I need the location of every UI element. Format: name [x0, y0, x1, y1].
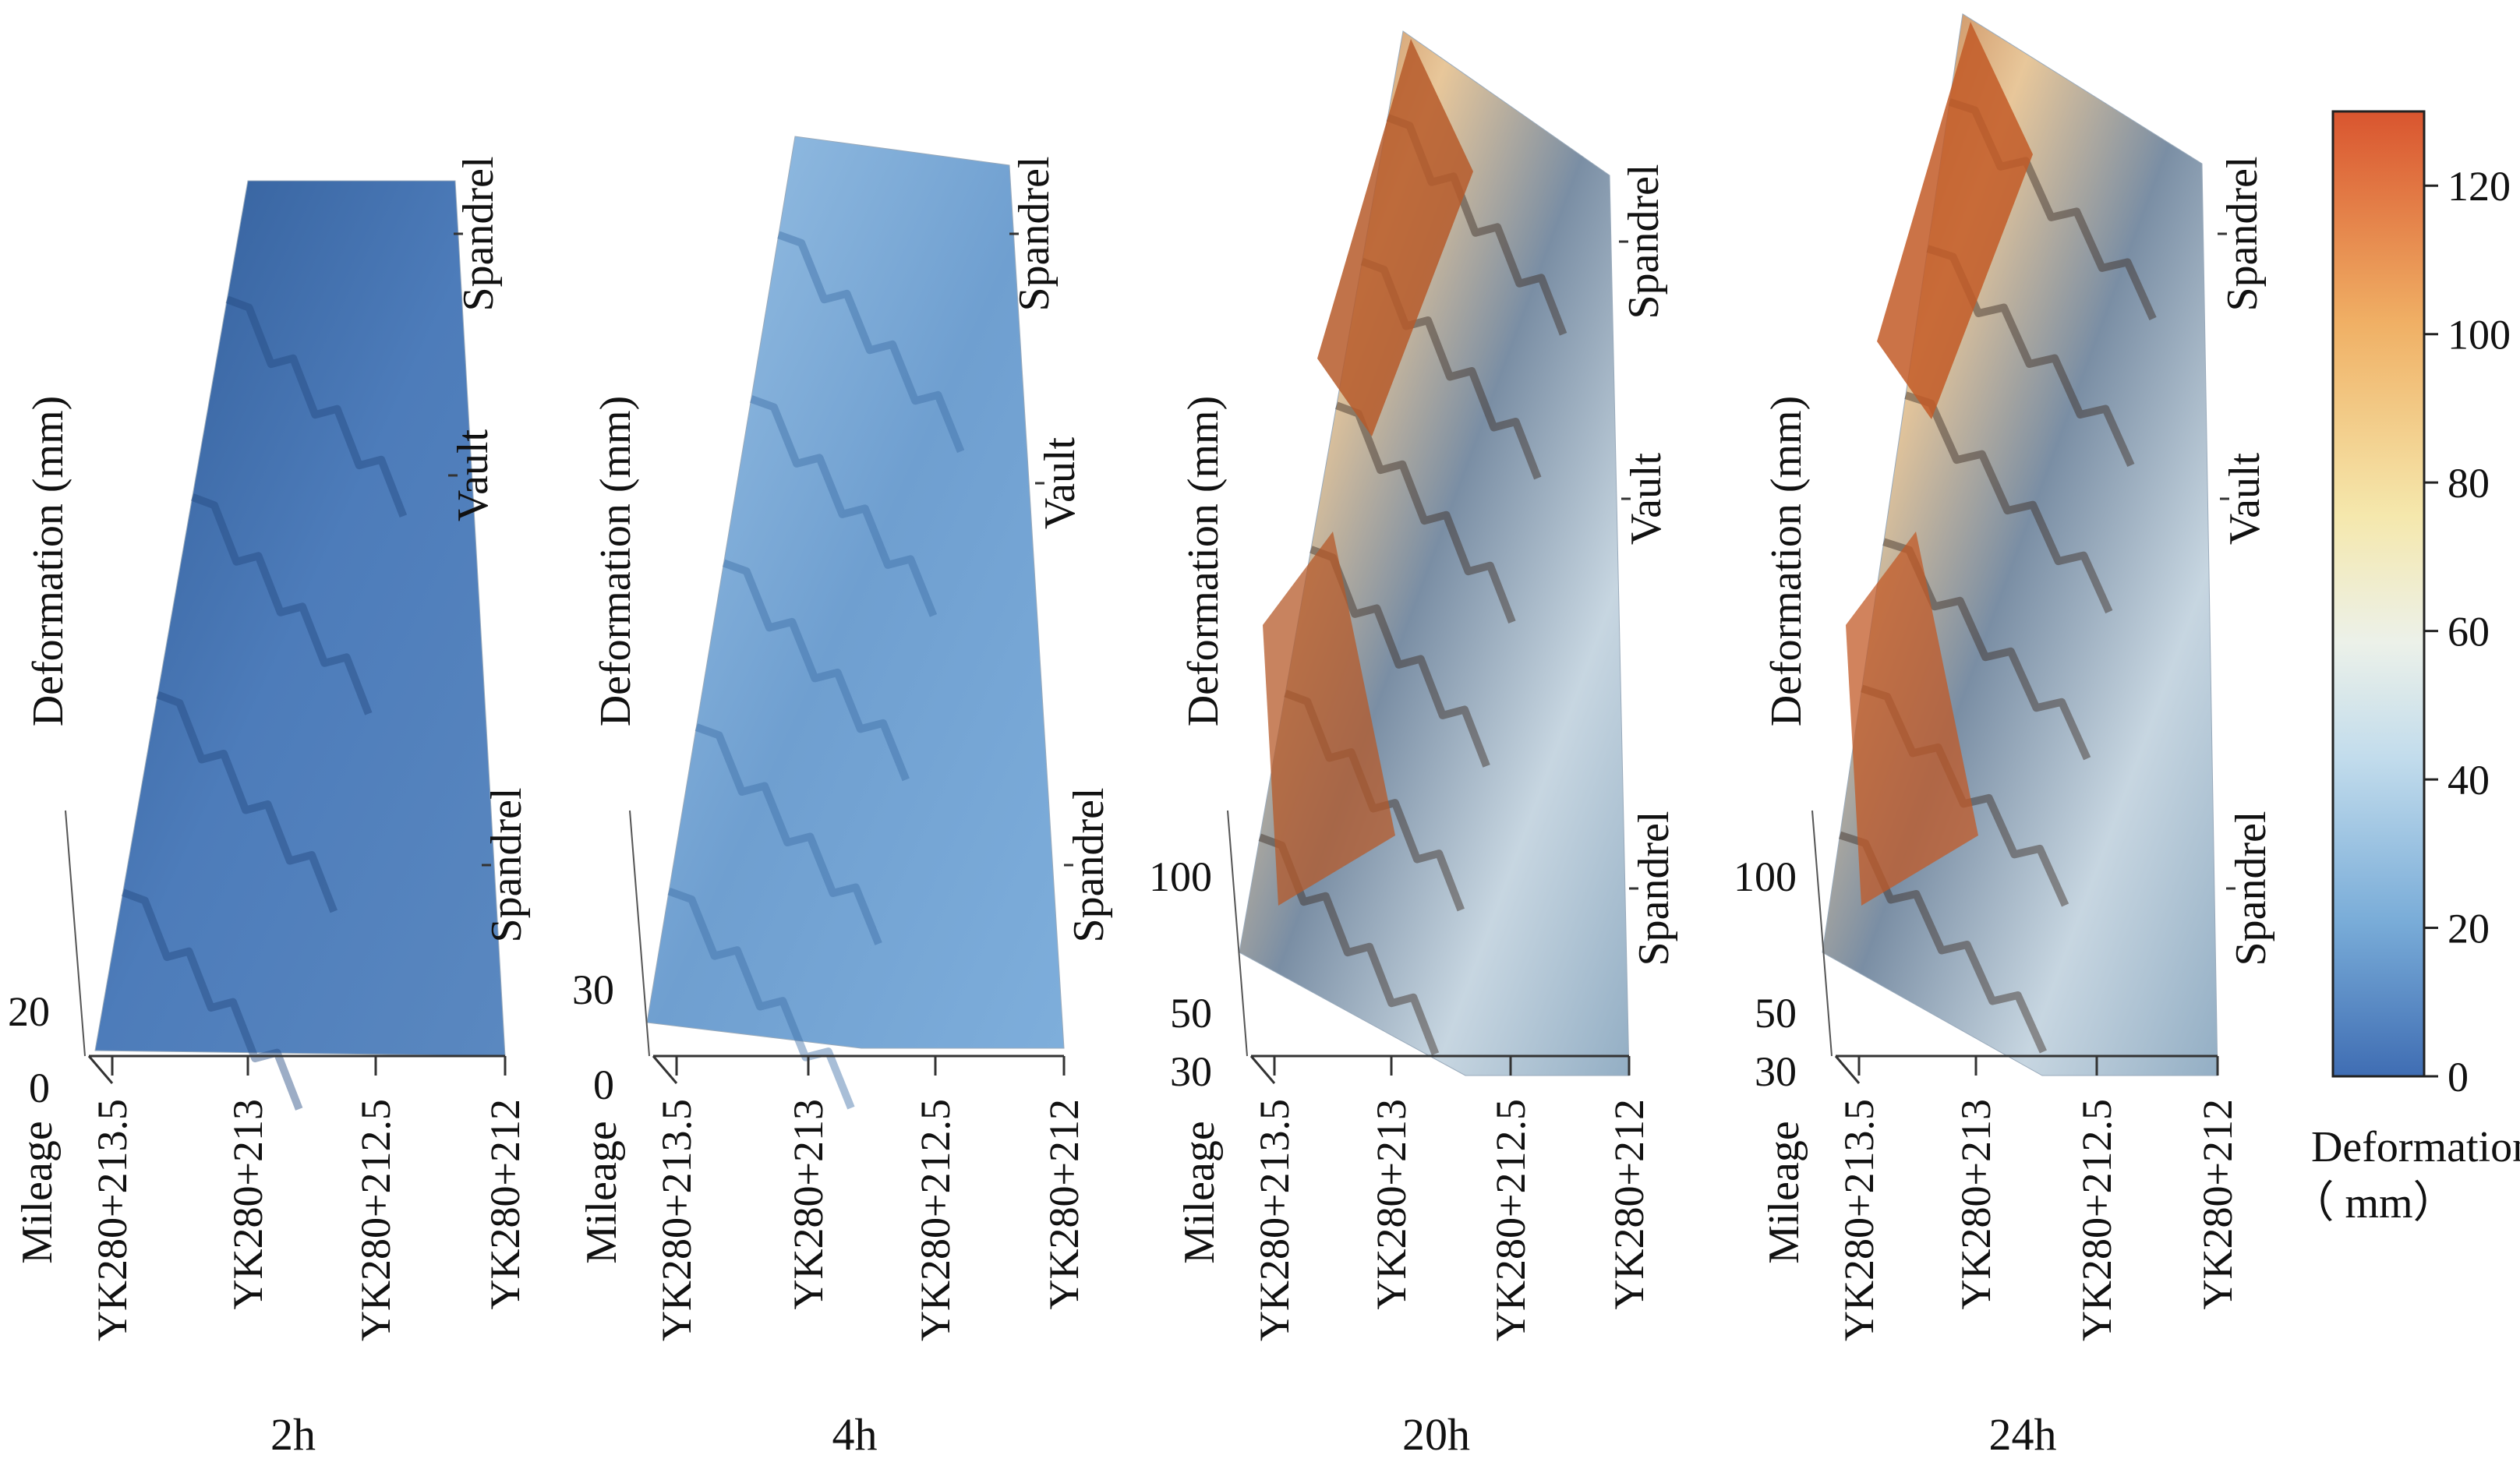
x-tick-label: YK280+212.5	[912, 1099, 959, 1341]
z-axis-line	[629, 810, 650, 1057]
section-label: Vault	[1036, 436, 1084, 529]
x-tick-label: YK280+213	[785, 1099, 832, 1309]
surface-ridge	[722, 559, 910, 782]
colorbar-tick-label: 60	[2448, 609, 2490, 655]
surface-ridge	[1334, 401, 1516, 624]
x-axis-line	[652, 1055, 678, 1084]
x-axis-label: Mileage	[1175, 1121, 1224, 1263]
x-tick-label: YK280+213	[1953, 1099, 1999, 1309]
z-tick-label: 30	[1170, 1048, 1212, 1095]
surface-ridge	[777, 231, 965, 454]
deformation-surface	[646, 136, 1065, 1049]
surface-ridge	[225, 295, 408, 518]
surface-peak	[1317, 39, 1473, 436]
section-label: Spandrel	[454, 156, 503, 311]
z-tick-label: 100	[1734, 853, 1797, 900]
x-tick-label: YK280+212	[1041, 1099, 1087, 1309]
z-tick-label: 100	[1149, 853, 1212, 900]
colorbar-tick-label: 120	[2448, 163, 2511, 210]
x-tick-label: YK280+213	[1368, 1099, 1415, 1309]
section-label: Spandrel	[2218, 156, 2267, 311]
x-axis-line	[1249, 1055, 1276, 1084]
panel-label: 24h	[1989, 1409, 2057, 1460]
surface-ridge	[695, 723, 882, 945]
z-tick-label: 30	[1755, 1048, 1797, 1095]
panel-label: 4h	[832, 1409, 878, 1460]
x-axis-line	[87, 1055, 114, 1084]
colorbar-gradient	[2331, 110, 2426, 1078]
x-tick-label: YK280+213.5	[1251, 1099, 1298, 1341]
x-axis-label: Mileage	[1760, 1121, 1808, 1263]
colorbar-tick-label: 40	[2448, 757, 2490, 804]
z-tick-label: 0	[29, 1065, 50, 1111]
section-label: Vault	[1622, 452, 1670, 545]
section-label: Vault	[449, 429, 497, 521]
section-label: Spandrel	[2227, 811, 2275, 966]
section-label: Spandrel	[1620, 164, 1668, 319]
section-label: Spandrel	[482, 787, 531, 942]
surface-ridge	[156, 691, 338, 913]
x-tick-label: YK280+213.5	[89, 1099, 136, 1341]
x-axis-label: Mileage	[578, 1121, 626, 1263]
section-label: Spandrel	[1065, 787, 1113, 942]
section-label: Spandrel	[1010, 156, 1059, 311]
z-axis-line	[1227, 810, 1248, 1057]
z-axis-line	[1811, 810, 1833, 1057]
x-axis-line	[1834, 1055, 1861, 1084]
x-tick-label: YK280+212	[482, 1099, 528, 1309]
x-tick-label: YK280+212	[1606, 1099, 1652, 1309]
z-axis-line	[65, 810, 86, 1057]
panel-4h: 30 0 YK280+213.5 YK280+213 YK280+212.5 YK280+…	[572, 136, 1113, 1460]
panel-20h: 100 50 30 YK280+213.5 YK280+213 YK280+212.5 YK…	[1149, 30, 1678, 1460]
z-tick-label: 50	[1755, 990, 1797, 1037]
panel-2h: 20 0 YK280+213.5 YK280+213 YK280+212.5 YK280+…	[8, 156, 531, 1460]
surface-peak	[1846, 532, 1978, 906]
colorbar-label: Deformation	[2311, 1123, 2520, 1171]
x-tick-label: YK280+213.5	[1836, 1099, 1882, 1341]
surface-ridge	[121, 888, 303, 1111]
z-tick-label: 50	[1170, 990, 1212, 1037]
z-axis-label: Deformation (mm)	[1179, 396, 1228, 727]
z-tick-label: 30	[572, 966, 614, 1013]
z-tick-label: 20	[8, 988, 50, 1035]
surface-peak	[1263, 532, 1395, 906]
colorbar-tick-label: 80	[2448, 460, 2490, 507]
x-axis-label: Mileage	[13, 1121, 62, 1263]
panel-label: 2h	[270, 1409, 316, 1460]
x-tick-label: YK280+212	[2194, 1099, 2241, 1309]
z-axis-label: Deformation (mm)	[592, 396, 640, 727]
panel-label: 20h	[1402, 1409, 1470, 1460]
x-tick-label: YK280+212.5	[352, 1099, 399, 1341]
x-tick-label: YK280+212.5	[2073, 1099, 2120, 1341]
z-axis-label: Deformation (mm)	[24, 396, 72, 727]
z-axis-label: Deformation (mm)	[1762, 396, 1811, 727]
colorbar-tick-label: 20	[2448, 906, 2490, 952]
section-label: Vault	[2221, 452, 2269, 545]
surface-ridge	[190, 493, 373, 715]
colorbar: 120 100 80 60 40 20 0 Deformation （ mm）	[2290, 110, 2520, 1228]
surface-ridge	[750, 395, 938, 617]
z-tick-label: 0	[593, 1061, 614, 1108]
colorbar-tick-label: 0	[2448, 1054, 2469, 1100]
x-tick-label: YK280+212.5	[1487, 1099, 1534, 1341]
colorbar-unit: （ mm）	[2290, 1179, 2456, 1228]
panel-24h: 100 50 30 YK280+213.5 YK280+213 YK280+212.5 YK…	[1734, 13, 2275, 1460]
section-label: Spandrel	[1630, 811, 1678, 966]
x-tick-label: YK280+213	[224, 1099, 271, 1309]
colorbar-tick-label: 100	[2448, 312, 2511, 359]
surface-ridge	[1904, 391, 2113, 614]
x-tick-label: YK280+213.5	[653, 1099, 700, 1341]
surface-ridge	[667, 887, 855, 1110]
surface-peak	[1877, 22, 2033, 419]
deformation-surface	[94, 180, 506, 1057]
